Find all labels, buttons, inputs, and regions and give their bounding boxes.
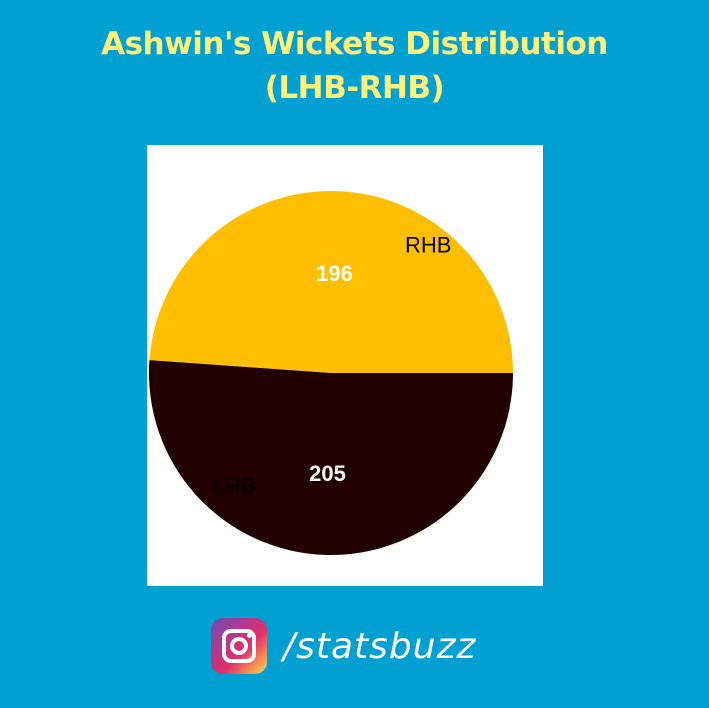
slice-label-lhb: LHB (212, 474, 255, 499)
chart-title-line-2: (LHB-RHB) (264, 70, 445, 106)
chart-panel: 196 RHB 205 LHB (147, 145, 543, 586)
pie-slice-rhb (149, 191, 514, 373)
slice-value-rhb: 196 (316, 261, 353, 286)
slice-label-rhb: RHB (405, 232, 451, 257)
chart-title: Ashwin's Wickets Distribution (LHB-RHB) (0, 22, 709, 110)
chart-title-line-1: Ashwin's Wickets Distribution (101, 26, 608, 62)
footer: /statsbuzz (211, 618, 476, 674)
pie-chart: 196 RHB 205 LHB (149, 191, 514, 556)
pie-slice-lhb (149, 360, 513, 556)
social-handle[interactable]: /statsbuzz (283, 625, 477, 667)
slice-value-lhb: 205 (309, 461, 346, 486)
instagram-icon[interactable] (211, 618, 267, 674)
